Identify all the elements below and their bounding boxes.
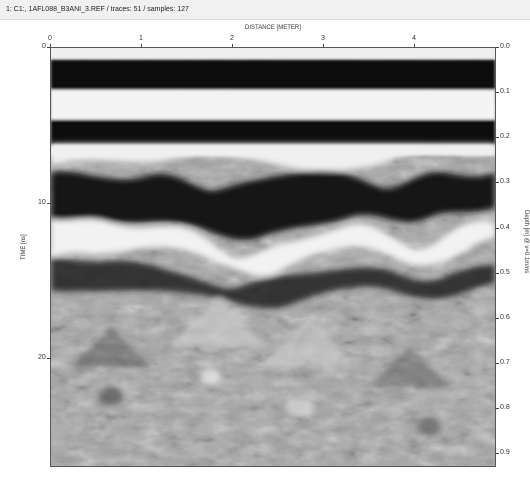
depth-tick-label-mark [496,47,499,48]
x-tick-label-mark [232,44,234,47]
depth-tick-label: 0.0 [500,43,510,50]
depth-tick-label: 0.8 [500,404,510,412]
right-axis-title: Depth [m] @ v=0.1m/ns [523,210,529,274]
depth-tick-label-mark [496,363,499,365]
depth-tick-label-mark [496,92,499,94]
x-tick-label-mark [50,44,51,47]
x-tick-label-mark [323,44,325,47]
time-tick-label-mark [47,202,50,204]
depth-tick-label-mark [496,317,499,319]
depth-tick-label-mark [496,227,499,229]
x-tick-label: 3 [321,35,325,42]
time-tick-label: 0 [42,43,46,50]
depth-tick-label: 0.2 [500,133,510,141]
time-tick-label-mark [47,47,50,48]
time-tick-label-mark [47,358,50,360]
depth-tick-label: 0.6 [500,313,510,321]
x-tick-label: 2 [230,35,234,42]
depth-tick-label-mark [496,408,499,410]
x-tick-label: 4 [412,35,416,42]
radargram-image [50,47,496,467]
depth-tick-label: 0.4 [500,223,510,231]
depth-tick-label-mark [496,182,499,184]
window-title: 1: C1:, 1AFL088_B3ANI_3.REF / traces: 51… [0,0,530,20]
depth-tick-label-mark [496,453,499,455]
time-tick-label: 10 [38,198,46,206]
left-axis-title: TIME [ns] [21,234,27,260]
x-axis-title: DISTANCE [METER] [245,25,301,31]
x-tick-label: 0 [48,35,52,42]
depth-tick-label: 0.7 [500,359,510,367]
x-tick-label-mark [141,44,143,47]
x-tick-label-mark [414,44,416,47]
x-tick-label: 1 [139,35,143,42]
depth-tick-label: 0.9 [500,449,510,457]
depth-tick-label-mark [496,272,499,274]
depth-tick-label: 0.3 [500,178,510,186]
depth-tick-label-mark [496,137,499,139]
time-tick-label: 20 [38,354,46,362]
depth-tick-label: 0.1 [500,88,510,96]
depth-tick-label: 0.5 [500,268,510,276]
